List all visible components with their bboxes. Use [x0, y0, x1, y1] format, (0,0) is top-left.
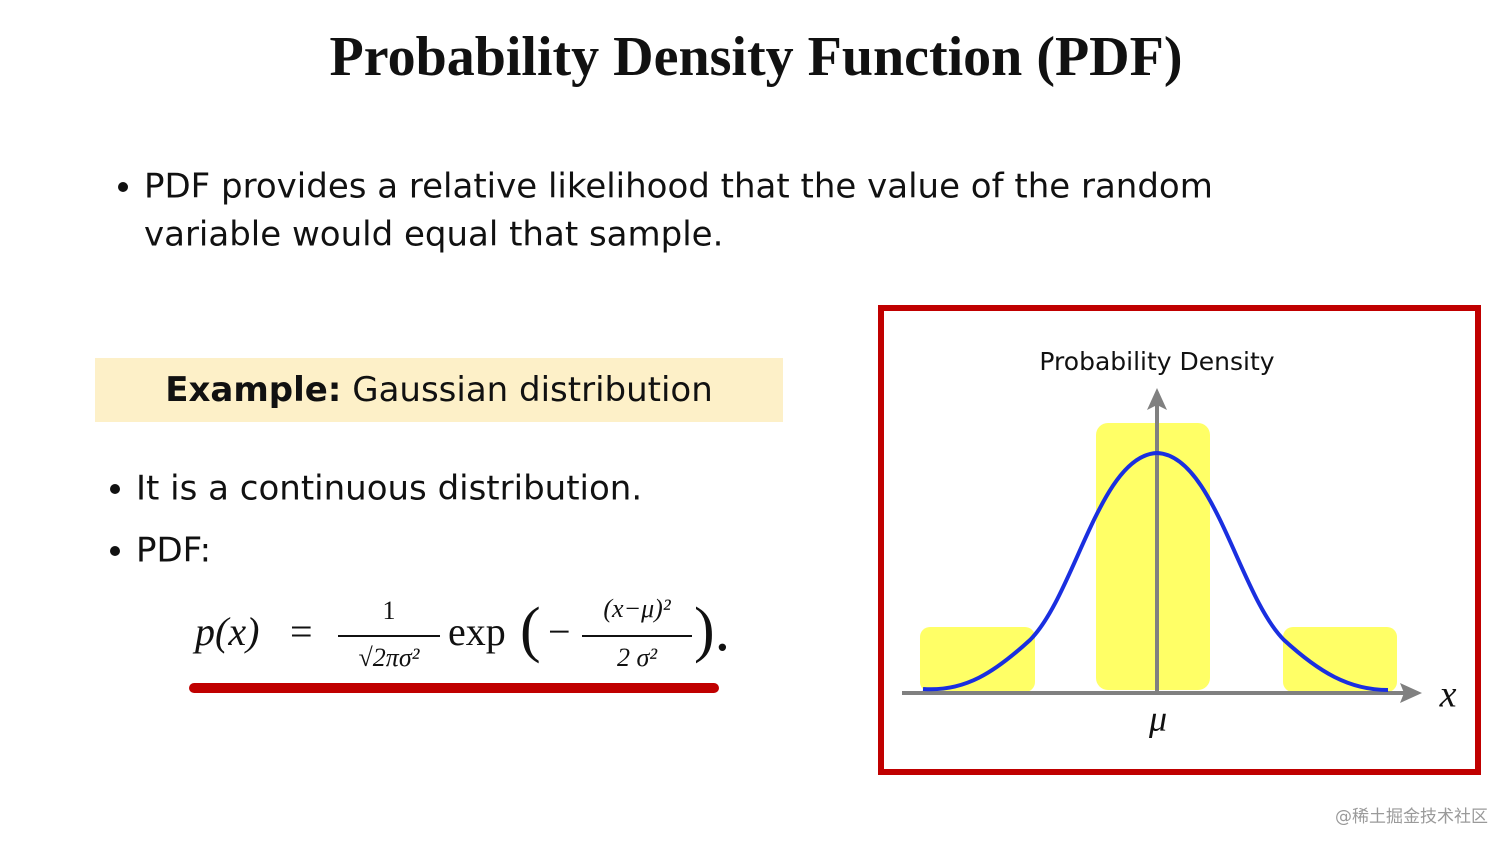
mean-label: μ: [1148, 698, 1167, 738]
formula-denominator: √2πσ²: [359, 643, 421, 672]
example-text: Example: Gaussian distribution: [165, 370, 713, 410]
highlight-center: [1096, 423, 1210, 690]
x-axis-arrow: [1400, 683, 1422, 703]
bullet-dot: [118, 182, 128, 192]
watermark: @稀土掘金技术社区: [1335, 807, 1488, 827]
x-axis-label: x: [1439, 674, 1457, 716]
diagram-frame: [878, 305, 1481, 775]
intro-line: PDF provides a relative likelihood that …: [144, 167, 1213, 207]
intro-line: variable would equal that sample.: [144, 215, 723, 255]
highlight-right: [1283, 627, 1397, 692]
formula: p(x) = 1 √2πσ² exp ( − (x−μ)² 2 σ² ).: [192, 594, 730, 672]
example-value: Gaussian distribution: [352, 370, 713, 410]
highlight-left: [920, 627, 1035, 692]
bullet-dot: [110, 484, 120, 494]
formula-numerator: 1: [383, 596, 396, 625]
density-curve: [922, 450, 1389, 692]
formula-func: exp: [448, 609, 506, 654]
formula-inner-denominator: 2 σ²: [617, 643, 658, 672]
y-axis-arrow: [1147, 388, 1167, 410]
example-box: [95, 358, 783, 422]
example-label: Example:: [165, 370, 341, 410]
slide-title: Probability Density Function (PDF): [330, 26, 1183, 88]
formula-open: (: [520, 596, 541, 664]
formula-eq: =: [290, 609, 313, 654]
formula-minus: −: [548, 609, 571, 654]
bullet-text: PDF:: [136, 531, 211, 571]
bullet-dot: [110, 546, 120, 556]
y-axis-label: Probability Density: [1039, 347, 1274, 376]
formula-inner-numerator: (x−μ)²: [603, 594, 671, 623]
formula-close: ).: [694, 596, 730, 664]
formula-lhs: p(x): [192, 609, 259, 654]
bullet-text: It is a continuous distribution.: [136, 469, 642, 509]
